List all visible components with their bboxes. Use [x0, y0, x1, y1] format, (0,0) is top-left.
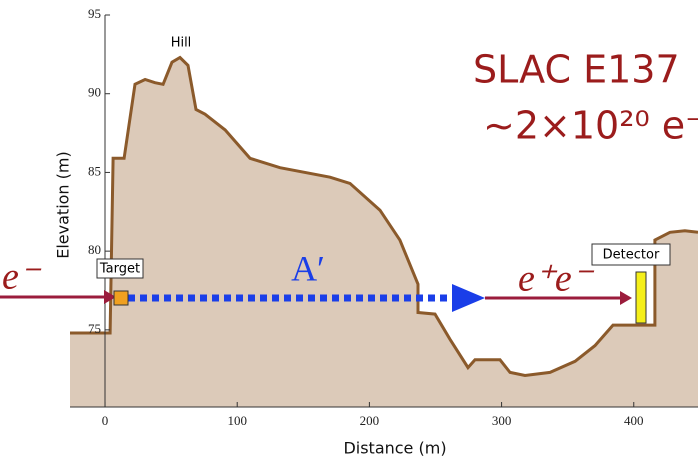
- label-box: [591, 243, 671, 266]
- y-tick-label: 80: [88, 242, 101, 257]
- target-label: Target: [99, 262, 140, 277]
- y-tick-label: 90: [88, 85, 101, 100]
- arrow-head: [620, 291, 632, 305]
- terrain-line: [70, 55, 698, 378]
- plot-area: [70, 55, 698, 407]
- terrain-fill: [70, 57, 698, 407]
- y-axis-label: Elevation (m): [54, 151, 73, 258]
- label-box: [96, 258, 144, 279]
- x-tick-label: 300: [492, 413, 512, 428]
- y-tick-label: 95: [88, 6, 101, 21]
- detector-label: Detector: [603, 248, 660, 263]
- y-tick-label: 85: [88, 163, 101, 178]
- hill-label: Hill: [171, 36, 192, 51]
- arrow-head: [104, 290, 116, 304]
- x-axis-label: Distance (m): [343, 439, 446, 458]
- target: [113, 290, 129, 306]
- y-tick-label: 75: [88, 321, 101, 336]
- detector: [635, 271, 647, 324]
- x-tick-label: 0: [102, 413, 109, 428]
- x-tick-label: 400: [624, 413, 644, 428]
- experiment-title: SLAC E137: [473, 48, 680, 92]
- x-tick-label: 100: [227, 413, 247, 428]
- electron-count: ~2×10²⁰ e⁻: [483, 104, 698, 148]
- arrow-head: [452, 284, 485, 312]
- x-tick-label: 200: [360, 413, 380, 428]
- a-prime-label: A′: [291, 248, 325, 288]
- electron-label: e⁻: [2, 256, 42, 298]
- pair-label: e⁺e⁻: [518, 258, 595, 300]
